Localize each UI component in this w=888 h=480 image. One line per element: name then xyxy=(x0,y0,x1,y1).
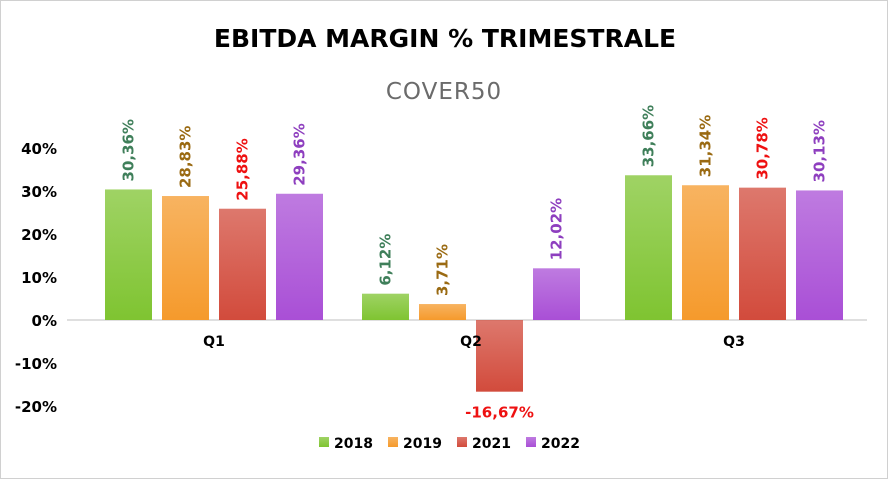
data-label: 3,71% xyxy=(434,244,452,296)
bar xyxy=(682,185,729,320)
bar xyxy=(796,190,843,320)
legend-label: 2019 xyxy=(403,436,442,452)
data-label: 29,36% xyxy=(291,123,309,185)
legend-swatch xyxy=(319,437,329,447)
bar xyxy=(533,268,580,320)
legend-label: 2021 xyxy=(472,436,511,452)
legend-label: 2022 xyxy=(541,436,580,452)
bar xyxy=(625,175,672,320)
legend-swatch xyxy=(457,437,467,447)
category-labels: Q1 Q2 Q3 xyxy=(203,334,745,350)
data-label: 30,36% xyxy=(120,119,138,181)
y-tick-label: -10% xyxy=(15,355,57,373)
y-tick-label: 40% xyxy=(21,140,57,158)
y-tick-label: 0% xyxy=(32,312,57,330)
y-axis: 40% 30% 20% 10% 0% -10% -20% xyxy=(15,140,57,416)
legend-swatch xyxy=(388,437,398,447)
data-label: 31,34% xyxy=(697,115,715,177)
bars xyxy=(105,175,843,392)
category-label: Q3 xyxy=(723,334,745,350)
legend: 2018 2019 2021 2022 xyxy=(319,436,580,452)
chart-title: EBITDA MARGIN % TRIMESTRALE xyxy=(214,24,676,53)
category-label: Q2 xyxy=(460,334,482,350)
data-labels: 30,36% 28,83% 25,88% 29,36% 6,12% 3,71% -16,67… xyxy=(120,105,829,422)
legend-swatch xyxy=(526,437,536,447)
data-label: 12,02% xyxy=(548,198,566,260)
bar xyxy=(105,189,152,320)
data-label: 30,13% xyxy=(811,120,829,182)
bar xyxy=(739,187,786,320)
data-label: 25,88% xyxy=(234,138,252,200)
bar xyxy=(362,293,409,320)
data-label: 28,83% xyxy=(177,126,195,188)
cover50-logo: COVER50 xyxy=(386,79,502,105)
data-label: 30,78% xyxy=(754,117,772,179)
y-tick-label: 30% xyxy=(21,183,57,201)
y-tick-label: 20% xyxy=(21,226,57,244)
bar xyxy=(419,304,466,320)
bar xyxy=(219,208,266,320)
data-label: -16,67% xyxy=(465,404,534,422)
y-tick-label: 10% xyxy=(21,269,57,287)
bar xyxy=(476,320,523,392)
bar xyxy=(162,196,209,320)
bar xyxy=(276,193,323,320)
y-tick-label: -20% xyxy=(15,398,57,416)
legend-label: 2018 xyxy=(334,436,373,452)
data-label: 6,12% xyxy=(377,234,395,286)
data-label: 33,66% xyxy=(640,105,658,167)
category-label: Q1 xyxy=(203,334,225,350)
